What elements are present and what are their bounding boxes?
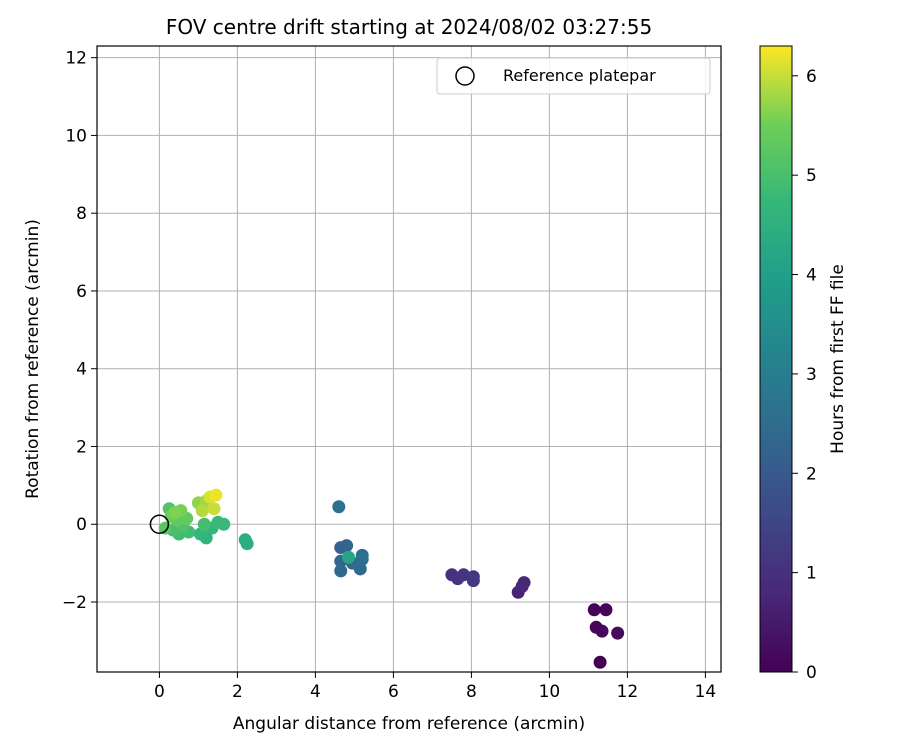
data-point: [466, 574, 480, 588]
data-point: [332, 500, 346, 514]
data-point: [193, 527, 207, 541]
colorbar-tick-label: 6: [806, 67, 817, 87]
colorbar-tick-label: 2: [806, 464, 817, 484]
legend-box: [436, 57, 711, 95]
x-tick-label: 8: [466, 682, 477, 702]
x-tick-label: 4: [310, 682, 321, 702]
y-axis-label: Rotation from reference (arcmin): [23, 219, 43, 499]
data-point: [209, 488, 223, 502]
data-point: [599, 603, 613, 617]
data-point: [207, 502, 221, 516]
x-tick-label: 14: [695, 682, 717, 702]
y-tick-label: 8: [76, 204, 87, 224]
grid: [97, 46, 721, 672]
data-point: [211, 515, 225, 529]
data-point: [355, 552, 369, 566]
reference-marker: [149, 514, 170, 534]
data-point: [195, 504, 209, 518]
colorbar: 0 1 2 3 4 5 6 Hours from first FF file: [759, 45, 848, 683]
colorbar-tick-label: 5: [806, 166, 817, 186]
y-axis-ticks: −2 0 2 4 6 8 10 12: [62, 49, 97, 613]
data-point: [197, 517, 211, 531]
x-tick-label: 12: [617, 682, 639, 702]
y-tick-label: 2: [76, 437, 87, 457]
data-point: [168, 506, 182, 520]
data-point: [240, 537, 254, 551]
data-point: [593, 655, 607, 669]
x-tick-label: 2: [232, 682, 243, 702]
data-point: [353, 562, 367, 576]
y-tick-label: 0: [76, 515, 87, 535]
legend-marker-icon: [455, 66, 475, 86]
colorbar-tick-label: 3: [806, 365, 817, 385]
data-point: [587, 603, 601, 617]
x-tick-label: 0: [154, 682, 165, 702]
y-tick-label: −2: [62, 593, 87, 613]
x-axis-ticks: 0 2 4 6 8 10 12 14: [154, 672, 716, 702]
data-point: [340, 539, 354, 553]
data-points: [158, 488, 625, 669]
y-tick-label: 12: [65, 49, 87, 69]
colorbar-gradient: [759, 45, 793, 673]
x-tick-label: 10: [539, 682, 561, 702]
plot-frame: [96, 45, 722, 673]
colorbar-tick-label: 0: [806, 663, 817, 683]
colorbar-ticks: 0 1 2 3 4 5 6: [792, 67, 817, 683]
data-point: [611, 626, 625, 640]
y-tick-label: 10: [65, 126, 87, 146]
colorbar-tick-label: 1: [806, 564, 817, 584]
x-tick-label: 6: [388, 682, 399, 702]
colorbar-tick-label: 4: [806, 266, 817, 286]
legend-label: Reference platepar: [503, 66, 656, 85]
data-point: [595, 624, 609, 638]
data-point: [342, 550, 356, 564]
y-tick-label: 4: [76, 360, 87, 380]
reference-platepar-point: [149, 514, 170, 534]
y-tick-label: 6: [76, 282, 87, 302]
colorbar-label: Hours from first FF file: [828, 264, 848, 454]
x-axis-label: Angular distance from reference (arcmin): [233, 714, 585, 734]
legend: Reference platepar: [436, 57, 711, 95]
data-point: [457, 568, 471, 582]
data-point: [334, 564, 348, 578]
data-point: [517, 576, 531, 590]
chart-title: FOV centre drift starting at 2024/08/02 …: [166, 15, 652, 39]
